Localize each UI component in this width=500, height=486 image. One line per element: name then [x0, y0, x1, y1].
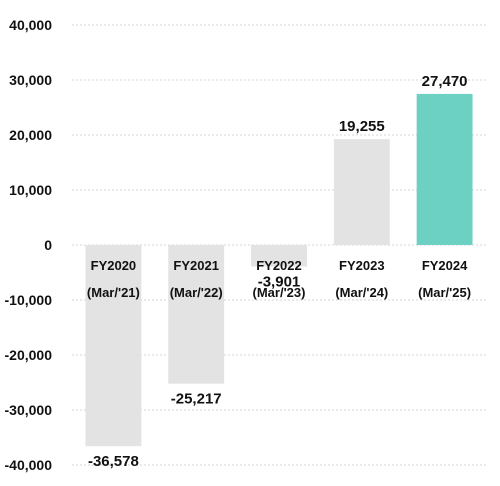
category-sublabel: (Mar/'25): [418, 285, 471, 300]
category-label: FY2022: [256, 258, 302, 273]
bar-fy2021: [168, 245, 225, 384]
bar-fy2023: [333, 139, 390, 245]
category-label: FY2024: [422, 258, 468, 273]
category-sublabel: (Mar/'23): [253, 285, 306, 300]
bars: [85, 93, 473, 447]
category-sublabel: (Mar/'24): [335, 285, 388, 300]
data-label: 27,470: [422, 73, 468, 90]
data-label: 19,255: [339, 118, 385, 135]
data-labels: -36,578 -25,217 -3,901 19,255 27,470: [88, 73, 468, 470]
y-tick-label: 30,000: [9, 72, 52, 88]
bar-fy2020: [85, 245, 142, 447]
data-label: -36,578: [88, 453, 139, 470]
category-sublabel: (Mar/'22): [170, 285, 223, 300]
bar-fy2022: [251, 245, 307, 267]
y-tick-label: -30,000: [5, 402, 53, 418]
category-label: FY2020: [91, 258, 137, 273]
category-label: FY2021: [173, 258, 219, 273]
y-tick-label: -10,000: [5, 292, 53, 308]
category-labels: FY2020 (Mar/'21) FY2021 (Mar/'22) FY2022 (Mar…: [87, 258, 471, 300]
category-sublabel: (Mar/'21): [87, 285, 140, 300]
data-label: -25,217: [171, 391, 222, 408]
y-tick-label: 10,000: [9, 182, 52, 198]
bar-fy2024: [416, 93, 473, 245]
y-tick-label: -40,000: [5, 457, 53, 473]
y-tick-label: 20,000: [9, 127, 52, 143]
y-axis-ticks: 40,000 30,000 20,000 10,000 0 -10,000 -20,000 -…: [5, 17, 53, 473]
y-tick-label: 0: [44, 237, 52, 253]
y-tick-label: 40,000: [9, 17, 52, 33]
data-label: -3,901: [258, 273, 301, 290]
y-tick-label: -20,000: [5, 347, 53, 363]
category-label: FY2023: [339, 258, 385, 273]
